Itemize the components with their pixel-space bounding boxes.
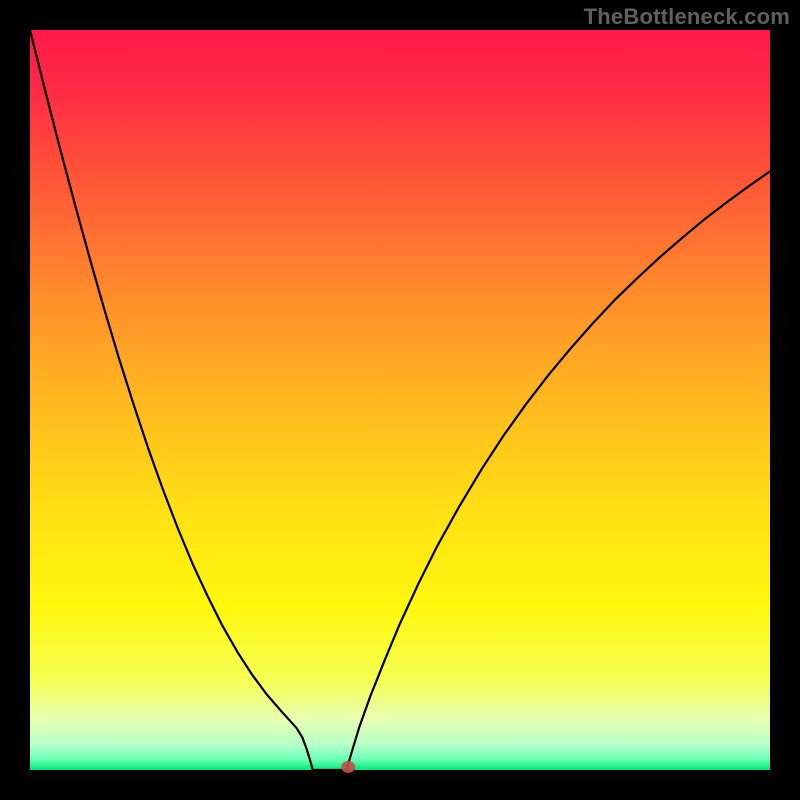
plot-background: [30, 30, 770, 770]
chart-container: TheBottleneck.com: [0, 0, 800, 800]
bottleneck-chart: [0, 0, 800, 800]
watermark-text: TheBottleneck.com: [584, 4, 790, 30]
optimal-point-marker: [341, 761, 355, 773]
